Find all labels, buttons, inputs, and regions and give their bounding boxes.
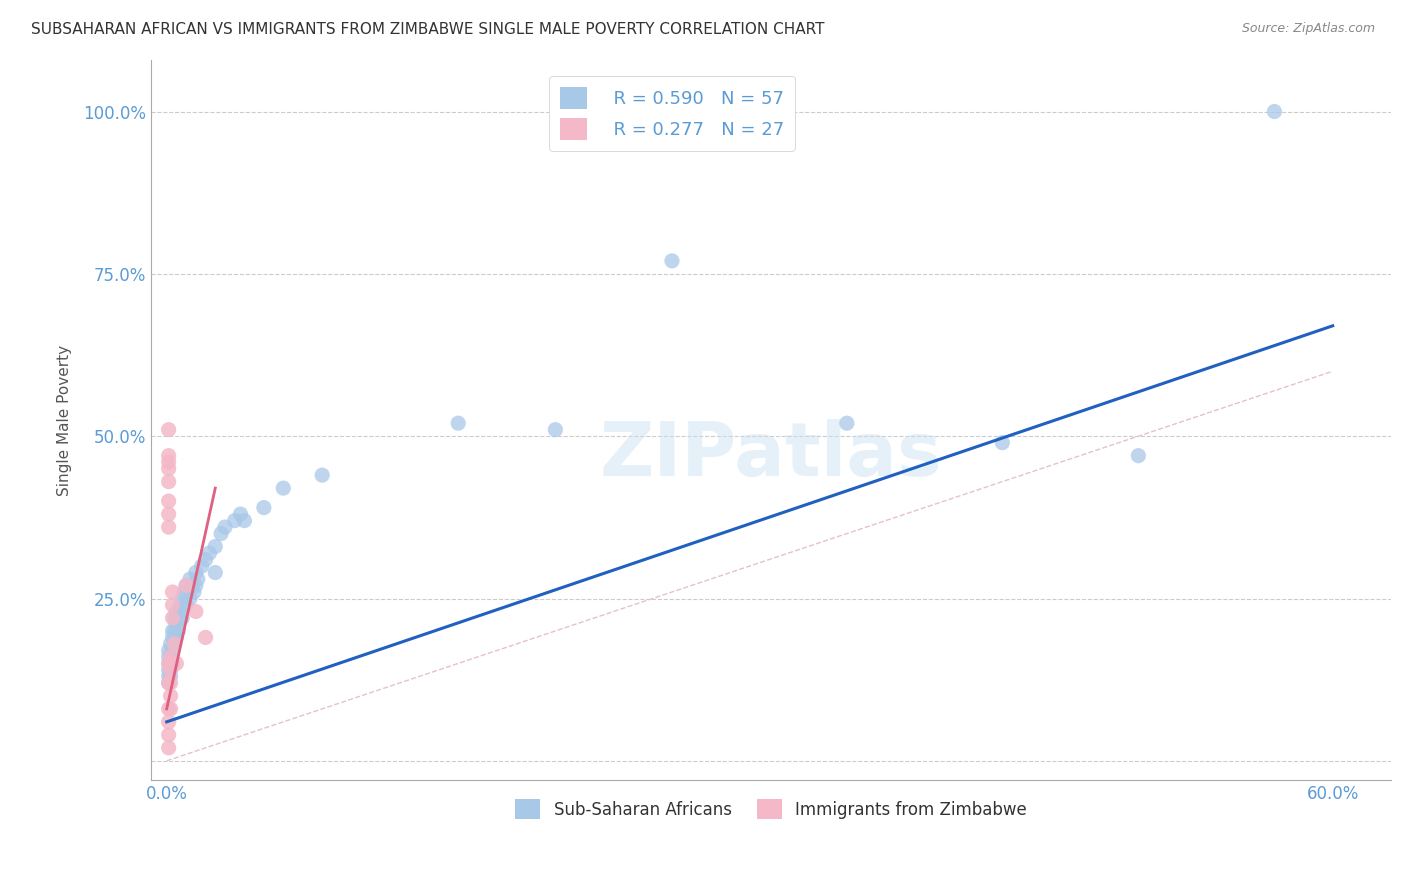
- Point: [184, 566, 207, 580]
- Point: [157, 740, 180, 755]
- Point: [159, 663, 181, 677]
- Point: [194, 552, 217, 566]
- Point: [204, 566, 226, 580]
- Point: [162, 585, 184, 599]
- Point: [157, 494, 180, 508]
- Y-axis label: Single Male Poverty: Single Male Poverty: [58, 344, 72, 496]
- Point: [209, 526, 232, 541]
- Point: [157, 507, 180, 521]
- Point: [157, 714, 180, 729]
- Point: [233, 514, 256, 528]
- Point: [174, 578, 197, 592]
- Point: [311, 468, 333, 483]
- Point: [165, 617, 187, 632]
- Text: Source: ZipAtlas.com: Source: ZipAtlas.com: [1241, 22, 1375, 36]
- Point: [157, 657, 180, 671]
- Point: [544, 423, 567, 437]
- Point: [157, 649, 180, 664]
- Text: SUBSAHARAN AFRICAN VS IMMIGRANTS FROM ZIMBABWE SINGLE MALE POVERTY CORRELATION C: SUBSAHARAN AFRICAN VS IMMIGRANTS FROM ZI…: [31, 22, 824, 37]
- Point: [162, 657, 184, 671]
- Point: [224, 514, 246, 528]
- Point: [190, 559, 212, 574]
- Point: [163, 637, 186, 651]
- Point: [174, 578, 197, 592]
- Point: [162, 643, 184, 657]
- Point: [174, 598, 197, 612]
- Point: [661, 253, 683, 268]
- Point: [162, 631, 184, 645]
- Point: [157, 520, 180, 534]
- Point: [229, 507, 252, 521]
- Point: [162, 611, 184, 625]
- Point: [157, 676, 180, 690]
- Point: [159, 702, 181, 716]
- Point: [163, 637, 186, 651]
- Point: [184, 605, 207, 619]
- Point: [173, 585, 195, 599]
- Point: [167, 611, 190, 625]
- Point: [157, 461, 180, 475]
- Point: [157, 663, 180, 677]
- Point: [159, 663, 181, 677]
- Point: [159, 637, 181, 651]
- Point: [165, 657, 187, 671]
- Point: [157, 475, 180, 489]
- Point: [204, 540, 226, 554]
- Point: [187, 572, 209, 586]
- Point: [159, 649, 181, 664]
- Point: [157, 449, 180, 463]
- Point: [165, 605, 187, 619]
- Point: [167, 624, 190, 638]
- Point: [159, 689, 181, 703]
- Point: [157, 643, 180, 657]
- Point: [447, 416, 470, 430]
- Point: [214, 520, 236, 534]
- Point: [162, 624, 184, 638]
- Point: [159, 649, 181, 664]
- Point: [157, 676, 180, 690]
- Point: [172, 591, 194, 606]
- Point: [181, 578, 204, 592]
- Point: [184, 578, 207, 592]
- Point: [157, 423, 180, 437]
- Point: [198, 546, 221, 560]
- Point: [157, 657, 180, 671]
- Text: ZIPatlas: ZIPatlas: [600, 419, 942, 492]
- Point: [179, 591, 201, 606]
- Point: [194, 631, 217, 645]
- Legend: Sub-Saharan Africans, Immigrants from Zimbabwe: Sub-Saharan Africans, Immigrants from Zi…: [509, 792, 1033, 826]
- Point: [169, 605, 191, 619]
- Point: [271, 481, 294, 495]
- Point: [159, 676, 181, 690]
- Point: [157, 728, 180, 742]
- Point: [157, 669, 180, 683]
- Point: [159, 657, 181, 671]
- Point: [1128, 449, 1150, 463]
- Point: [159, 669, 181, 683]
- Point: [163, 624, 186, 638]
- Point: [163, 611, 186, 625]
- Point: [162, 598, 184, 612]
- Point: [165, 631, 187, 645]
- Point: [991, 435, 1014, 450]
- Point: [172, 611, 194, 625]
- Point: [157, 455, 180, 469]
- Point: [183, 585, 205, 599]
- Point: [835, 416, 858, 430]
- Point: [1263, 104, 1285, 119]
- Point: [179, 572, 201, 586]
- Point: [157, 702, 180, 716]
- Point: [253, 500, 276, 515]
- Point: [169, 598, 191, 612]
